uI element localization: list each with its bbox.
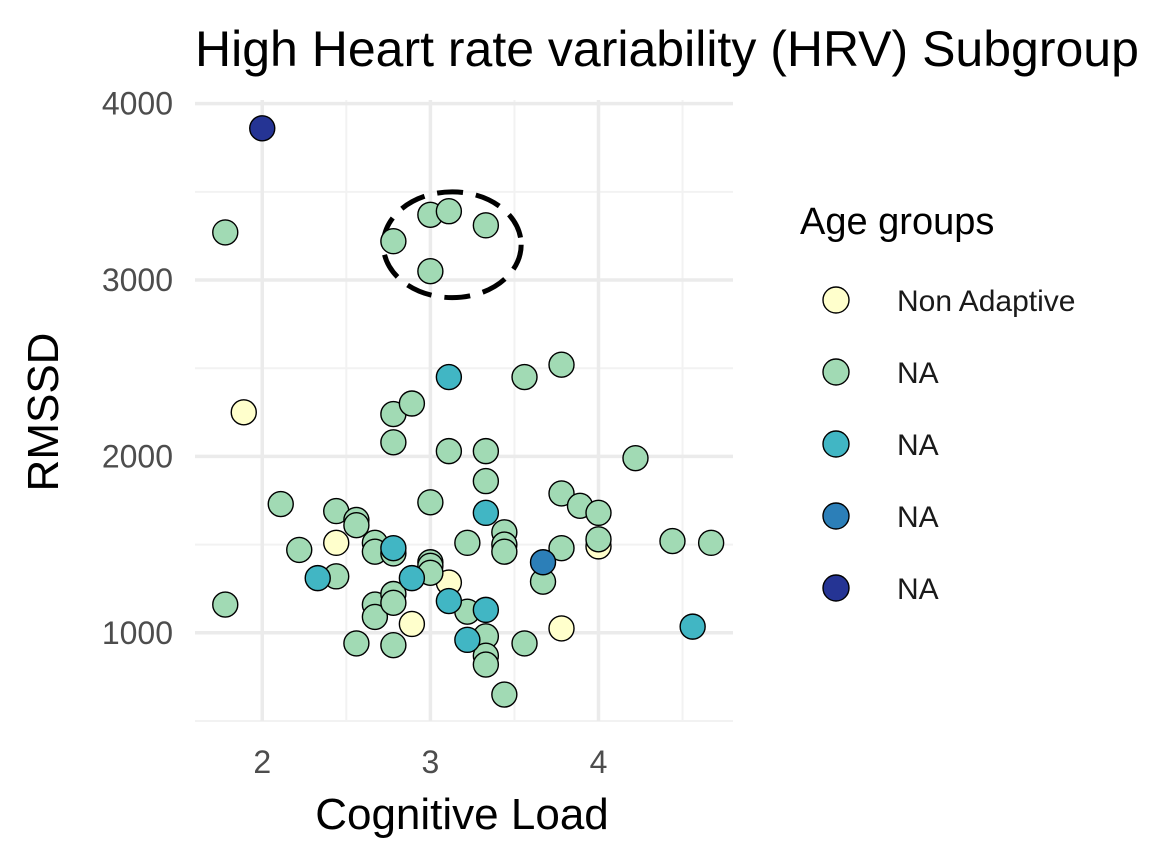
x-tick-label: 4 — [590, 744, 608, 780]
data-point — [697, 529, 725, 557]
data-point — [548, 351, 575, 378]
data-point — [454, 529, 481, 557]
legend-title: Age groups — [800, 201, 994, 243]
legend-label: NA — [897, 573, 939, 606]
data-point — [380, 228, 407, 255]
data-point — [267, 490, 294, 518]
data-point — [472, 437, 500, 465]
x-axis-ticks: 2 3 4 — [253, 744, 607, 780]
data-point — [472, 467, 500, 495]
data-point — [548, 615, 575, 642]
data-point — [548, 480, 575, 507]
legend-key — [822, 502, 850, 530]
data-point — [491, 681, 518, 708]
data-point — [659, 527, 686, 555]
data-point — [511, 630, 538, 657]
data-point — [230, 399, 257, 426]
data-point — [585, 499, 612, 527]
data-point — [380, 534, 407, 562]
legend-key — [822, 430, 850, 458]
data-point — [435, 587, 463, 615]
data-point — [323, 529, 350, 557]
chart-title: High Heart rate variability (HRV) Subgro… — [195, 21, 1139, 77]
highlight-ellipse — [380, 189, 524, 301]
data-point — [511, 363, 538, 391]
data-point — [417, 258, 444, 285]
grid-lines — [195, 100, 733, 722]
data-point — [286, 536, 313, 564]
legend-label: NA — [897, 501, 939, 534]
data-point — [548, 534, 575, 562]
data-point — [435, 198, 463, 225]
data-point — [212, 219, 239, 246]
data-point — [212, 591, 239, 618]
x-axis-title: Cognitive Load — [315, 790, 609, 839]
data-point — [472, 596, 500, 624]
data-point — [380, 429, 407, 456]
data-point — [472, 212, 500, 239]
legend-key — [822, 286, 850, 314]
legend-label: NA — [897, 357, 939, 390]
data-point — [398, 564, 426, 592]
data-point — [343, 512, 370, 539]
y-axis-ticks: 1000 2000 3000 4000 — [102, 86, 173, 651]
data-point — [435, 363, 463, 391]
data-point — [343, 630, 370, 657]
legend-label: NA — [897, 429, 939, 462]
data-point — [585, 526, 612, 553]
y-tick-label: 4000 — [102, 86, 173, 122]
data-point — [472, 499, 500, 527]
y-tick-label: 3000 — [102, 262, 173, 298]
data-points — [212, 115, 725, 708]
data-point — [304, 564, 331, 592]
data-point — [380, 631, 407, 659]
data-point — [435, 437, 463, 465]
data-point — [472, 651, 500, 678]
data-point — [249, 115, 276, 142]
data-point — [622, 444, 649, 472]
y-tick-label: 2000 — [102, 438, 173, 474]
data-point — [454, 626, 481, 654]
x-tick-label: 2 — [253, 744, 271, 780]
y-axis-title: RMSSD — [19, 333, 68, 492]
data-point — [491, 538, 518, 565]
legend-key — [822, 358, 850, 386]
data-point — [398, 390, 426, 417]
data-point — [398, 610, 426, 638]
data-point — [380, 589, 407, 617]
y-tick-label: 1000 — [102, 615, 173, 651]
data-point — [529, 549, 557, 576]
legend-label: Non Adaptive — [897, 285, 1075, 318]
legend: Age groups Non Adaptive NA NA NA NA — [800, 201, 1075, 606]
data-point — [679, 613, 706, 640]
legend-key — [822, 574, 850, 602]
x-tick-label: 3 — [421, 744, 439, 780]
data-point — [417, 489, 444, 516]
data-point — [361, 603, 389, 631]
